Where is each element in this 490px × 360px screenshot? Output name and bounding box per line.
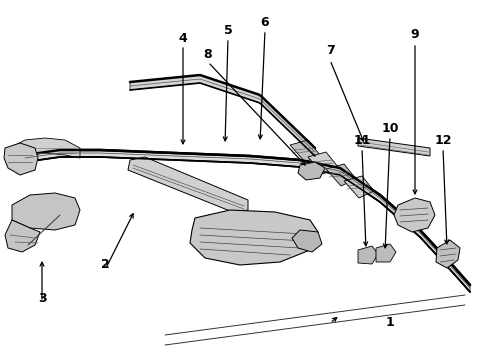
Polygon shape (308, 152, 338, 174)
Polygon shape (12, 193, 80, 230)
Text: 2: 2 (100, 258, 109, 271)
Text: 12: 12 (434, 134, 452, 147)
Polygon shape (5, 220, 40, 252)
Polygon shape (298, 162, 325, 180)
Text: 8: 8 (204, 49, 212, 62)
Text: 4: 4 (179, 31, 187, 45)
Text: 5: 5 (223, 23, 232, 36)
Polygon shape (394, 198, 435, 232)
Text: 3: 3 (38, 292, 47, 305)
Polygon shape (344, 176, 374, 198)
Polygon shape (292, 230, 322, 252)
Polygon shape (358, 138, 430, 156)
Text: 10: 10 (381, 122, 399, 135)
Polygon shape (25, 150, 470, 292)
Polygon shape (190, 210, 318, 265)
Polygon shape (376, 244, 396, 262)
Polygon shape (4, 143, 38, 175)
Text: 9: 9 (411, 28, 419, 41)
Text: 7: 7 (326, 44, 334, 57)
Polygon shape (290, 140, 320, 162)
Polygon shape (326, 164, 356, 186)
Polygon shape (358, 246, 378, 264)
Text: 11: 11 (353, 134, 371, 147)
Polygon shape (130, 75, 315, 156)
Polygon shape (10, 138, 80, 158)
Polygon shape (128, 157, 248, 213)
Text: 1: 1 (386, 316, 394, 329)
Polygon shape (436, 240, 460, 268)
Text: 6: 6 (261, 15, 270, 28)
